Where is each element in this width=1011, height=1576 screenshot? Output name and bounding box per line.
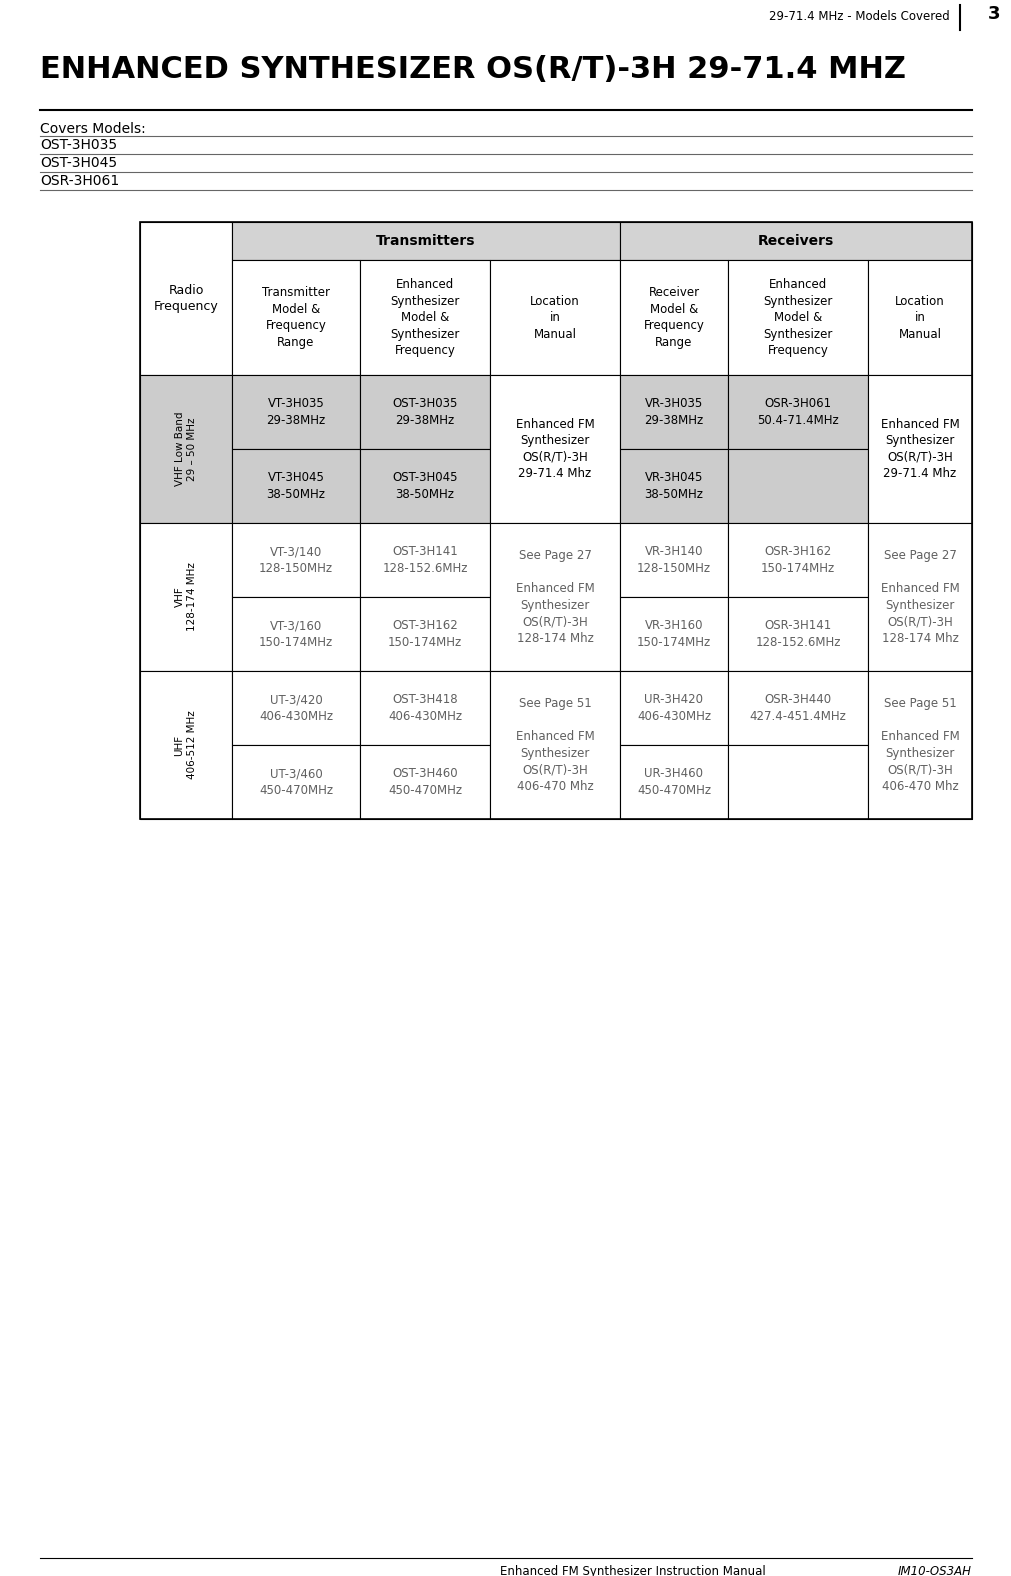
Text: OSR-3H141
128-152.6MHz: OSR-3H141 128-152.6MHz (754, 619, 840, 649)
Bar (489, 375, 620, 523)
Text: OST-3H045: OST-3H045 (40, 156, 117, 170)
Text: Enhanced FM
Synthesizer
OS(R/T)-3H
29-71.4 Mhz: Enhanced FM Synthesizer OS(R/T)-3H 29-71… (516, 418, 593, 481)
Text: Covers Models:: Covers Models: (40, 121, 146, 136)
Bar (360, 745, 489, 820)
Bar (360, 597, 489, 671)
Bar (140, 222, 971, 820)
Bar (620, 523, 727, 597)
Bar (727, 671, 867, 745)
Text: Location
in
Manual: Location in Manual (530, 295, 579, 340)
Text: OSR-3H440
427.4-451.4MHz: OSR-3H440 427.4-451.4MHz (749, 693, 845, 723)
Bar (140, 523, 232, 671)
Text: See Page 27

Enhanced FM
Synthesizer
OS(R/T)-3H
128-174 Mhz: See Page 27 Enhanced FM Synthesizer OS(R… (516, 550, 593, 645)
Text: UR-3H420
406-430MHz: UR-3H420 406-430MHz (636, 693, 711, 723)
Bar (140, 222, 232, 375)
Text: Transmitters: Transmitters (376, 233, 475, 247)
Bar (360, 523, 489, 597)
Text: See Page 51

Enhanced FM
Synthesizer
OS(R/T)-3H
406-470 Mhz: See Page 51 Enhanced FM Synthesizer OS(R… (880, 697, 958, 793)
Text: VHF Low Band
29 – 50 MHz: VHF Low Band 29 – 50 MHz (175, 411, 197, 487)
Text: OSR-3H162
150-174MHz: OSR-3H162 150-174MHz (760, 545, 834, 575)
Bar (867, 375, 971, 523)
Text: UT-3/460
450-470MHz: UT-3/460 450-470MHz (259, 768, 333, 797)
Bar (620, 222, 971, 260)
Text: OST-3H162
150-174MHz: OST-3H162 150-174MHz (387, 619, 462, 649)
Bar (232, 449, 360, 523)
Text: OST-3H141
128-152.6MHz: OST-3H141 128-152.6MHz (382, 545, 467, 575)
Text: OSR-3H061
50.4-71.4MHz: OSR-3H061 50.4-71.4MHz (756, 397, 838, 427)
Bar (727, 597, 867, 671)
Bar (232, 375, 360, 449)
Text: VR-3H045
38-50MHz: VR-3H045 38-50MHz (644, 471, 703, 501)
Text: OST-3H045
38-50MHz: OST-3H045 38-50MHz (392, 471, 457, 501)
Bar (620, 671, 727, 745)
Bar (360, 449, 489, 523)
Text: Enhanced
Synthesizer
Model &
Synthesizer
Frequency: Enhanced Synthesizer Model & Synthesizer… (762, 277, 832, 358)
Text: OST-3H035: OST-3H035 (40, 139, 117, 151)
Bar (727, 745, 867, 820)
Bar (232, 260, 360, 375)
Bar (232, 745, 360, 820)
Text: VHF
128-174 MHz: VHF 128-174 MHz (175, 563, 197, 632)
Text: See Page 51

Enhanced FM
Synthesizer
OS(R/T)-3H
406-470 Mhz: See Page 51 Enhanced FM Synthesizer OS(R… (516, 697, 593, 793)
Text: Enhanced FM Synthesizer Instruction Manual: Enhanced FM Synthesizer Instruction Manu… (499, 1565, 765, 1576)
Text: OSR-3H061: OSR-3H061 (40, 173, 119, 188)
Bar (620, 375, 727, 449)
Bar (620, 449, 727, 523)
Text: UHF
406-512 MHz: UHF 406-512 MHz (175, 711, 197, 780)
Bar (727, 260, 867, 375)
Bar (489, 523, 620, 671)
Bar (620, 260, 727, 375)
Text: ENHANCED SYNTHESIZER OS(R/T)-3H 29-71.4 MHZ: ENHANCED SYNTHESIZER OS(R/T)-3H 29-71.4 … (40, 55, 905, 84)
Text: Enhanced
Synthesizer
Model &
Synthesizer
Frequency: Enhanced Synthesizer Model & Synthesizer… (390, 277, 459, 358)
Text: Enhanced FM
Synthesizer
OS(R/T)-3H
29-71.4 Mhz: Enhanced FM Synthesizer OS(R/T)-3H 29-71… (880, 418, 958, 481)
Text: UR-3H460
450-470MHz: UR-3H460 450-470MHz (636, 768, 711, 797)
Bar (489, 671, 620, 820)
Text: VT-3H045
38-50MHz: VT-3H045 38-50MHz (266, 471, 326, 501)
Bar (360, 375, 489, 449)
Text: VR-3H160
150-174MHz: VR-3H160 150-174MHz (636, 619, 711, 649)
Text: See Page 27

Enhanced FM
Synthesizer
OS(R/T)-3H
128-174 Mhz: See Page 27 Enhanced FM Synthesizer OS(R… (880, 550, 958, 645)
Bar (727, 449, 867, 523)
Text: VT-3/140
128-150MHz: VT-3/140 128-150MHz (259, 545, 333, 575)
Text: VT-3H035
29-38MHz: VT-3H035 29-38MHz (266, 397, 326, 427)
Bar (489, 260, 620, 375)
Text: Location
in
Manual: Location in Manual (895, 295, 944, 340)
Text: Radio
Frequency: Radio Frequency (154, 284, 218, 314)
Text: 29-71.4 MHz - Models Covered: 29-71.4 MHz - Models Covered (768, 9, 949, 24)
Bar (620, 597, 727, 671)
Text: OST-3H418
406-430MHz: OST-3H418 406-430MHz (387, 693, 462, 723)
Bar (360, 260, 489, 375)
Bar (232, 671, 360, 745)
Bar (360, 671, 489, 745)
Text: Transmitter
Model &
Frequency
Range: Transmitter Model & Frequency Range (262, 287, 330, 348)
Text: Receivers: Receivers (757, 233, 833, 247)
Text: VR-3H140
128-150MHz: VR-3H140 128-150MHz (636, 545, 711, 575)
Bar (232, 222, 620, 260)
Text: IM10-OS3AH: IM10-OS3AH (897, 1565, 971, 1576)
Text: VR-3H035
29-38MHz: VR-3H035 29-38MHz (644, 397, 703, 427)
Text: Receiver
Model &
Frequency
Range: Receiver Model & Frequency Range (643, 287, 704, 348)
Bar (232, 523, 360, 597)
Bar (140, 375, 232, 523)
Bar (867, 523, 971, 671)
Text: VT-3/160
150-174MHz: VT-3/160 150-174MHz (259, 619, 333, 649)
Text: UT-3/420
406-430MHz: UT-3/420 406-430MHz (259, 693, 333, 723)
Bar (867, 260, 971, 375)
Text: OST-3H035
29-38MHz: OST-3H035 29-38MHz (392, 397, 457, 427)
Bar (867, 671, 971, 820)
Text: 3: 3 (987, 5, 999, 24)
Bar (140, 671, 232, 820)
Bar (727, 523, 867, 597)
Text: OST-3H460
450-470MHz: OST-3H460 450-470MHz (387, 768, 462, 797)
Bar (620, 745, 727, 820)
Bar (727, 375, 867, 449)
Bar (232, 597, 360, 671)
